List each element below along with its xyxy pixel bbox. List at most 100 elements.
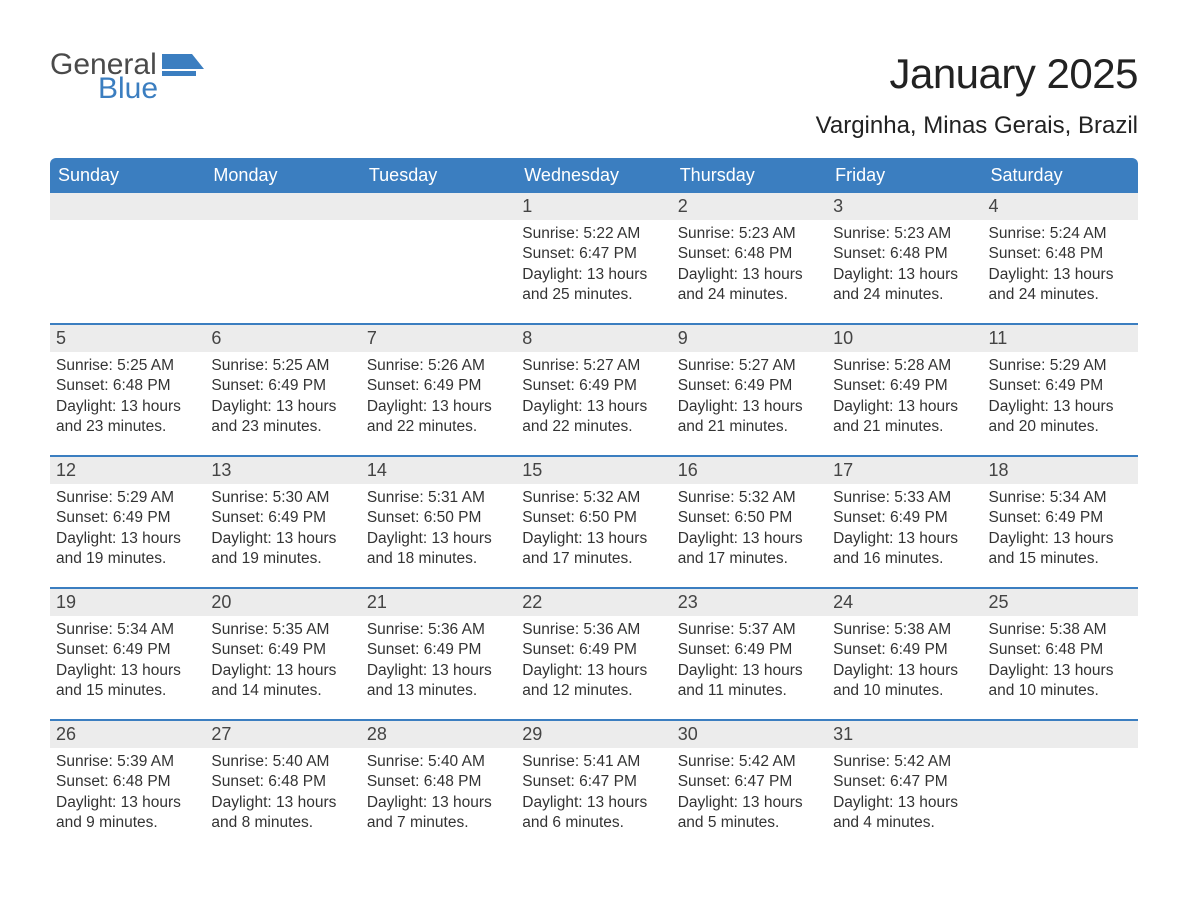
day-daylight2: and 5 minutes.	[678, 813, 821, 833]
day-daylight2: and 15 minutes.	[56, 681, 199, 701]
day-sunset: Sunset: 6:48 PM	[367, 772, 510, 792]
day-daylight1: Daylight: 13 hours	[367, 661, 510, 681]
title-block: January 2025 Varginha, Minas Gerais, Bra…	[816, 50, 1138, 140]
day-number-bar: 7	[361, 325, 516, 352]
day-sunrise: Sunrise: 5:25 AM	[56, 356, 199, 376]
day-number: 8	[522, 328, 532, 348]
day-sunrise: Sunrise: 5:33 AM	[833, 488, 976, 508]
day-daylight1: Daylight: 13 hours	[211, 793, 354, 813]
day-number: 16	[678, 460, 698, 480]
day-number: 12	[56, 460, 76, 480]
day-sunset: Sunset: 6:49 PM	[833, 640, 976, 660]
flag-icon	[162, 54, 204, 84]
day-cell: 9 Sunrise: 5:27 AMSunset: 6:49 PMDaylight…	[672, 325, 827, 455]
day-daylight2: and 23 minutes.	[56, 417, 199, 437]
day-cell	[50, 193, 205, 323]
day-body: Sunrise: 5:38 AMSunset: 6:49 PMDaylight:…	[827, 616, 982, 712]
day-sunrise: Sunrise: 5:24 AM	[989, 224, 1132, 244]
day-daylight2: and 24 minutes.	[989, 285, 1132, 305]
day-body: Sunrise: 5:27 AMSunset: 6:49 PMDaylight:…	[672, 352, 827, 448]
day-daylight1: Daylight: 13 hours	[989, 529, 1132, 549]
day-daylight2: and 15 minutes.	[989, 549, 1132, 569]
day-number: 3	[833, 196, 843, 216]
day-daylight1: Daylight: 13 hours	[522, 397, 665, 417]
day-cell: 13Sunrise: 5:30 AMSunset: 6:49 PMDayligh…	[205, 457, 360, 587]
day-number-bar: 31	[827, 721, 982, 748]
day-number: 9	[678, 328, 688, 348]
day-sunset: Sunset: 6:49 PM	[211, 376, 354, 396]
day-daylight2: and 6 minutes.	[522, 813, 665, 833]
day-cell: 7Sunrise: 5:26 AMSunset: 6:49 PMDaylight…	[361, 325, 516, 455]
day-sunset: Sunset: 6:49 PM	[989, 376, 1132, 396]
day-number-bar: 13	[205, 457, 360, 484]
day-daylight1: Daylight: 13 hours	[989, 265, 1132, 285]
day-number: 24	[833, 592, 853, 612]
day-cell: 2 Sunrise: 5:23 AMSunset: 6:48 PMDaylight…	[672, 193, 827, 323]
day-daylight2: and 22 minutes.	[367, 417, 510, 437]
day-body: Sunrise: 5:40 AMSunset: 6:48 PMDaylight:…	[361, 748, 516, 844]
day-sunrise: Sunrise: 5:32 AM	[678, 488, 821, 508]
day-cell: 1Sunrise: 5:22 AMSunset: 6:47 PMDaylight…	[516, 193, 671, 323]
logo-text-block: General Blue	[50, 50, 158, 104]
dow-thursday: Thursday	[672, 158, 827, 193]
day-number-bar: 1	[516, 193, 671, 220]
day-number: 29	[522, 724, 542, 744]
day-sunrise: Sunrise: 5:23 AM	[833, 224, 976, 244]
day-sunset: Sunset: 6:48 PM	[56, 376, 199, 396]
day-daylight2: and 20 minutes.	[989, 417, 1132, 437]
day-sunrise: Sunrise: 5:29 AM	[56, 488, 199, 508]
day-daylight1: Daylight: 13 hours	[833, 793, 976, 813]
day-cell: 25Sunrise: 5:38 AMSunset: 6:48 PMDayligh…	[983, 589, 1138, 719]
day-cell: 14Sunrise: 5:31 AMSunset: 6:50 PMDayligh…	[361, 457, 516, 587]
week-row: 1Sunrise: 5:22 AMSunset: 6:47 PMDaylight…	[50, 193, 1138, 323]
day-number: 22	[522, 592, 542, 612]
day-number-bar: 14	[361, 457, 516, 484]
day-number-bar	[50, 193, 205, 220]
day-daylight2: and 12 minutes.	[522, 681, 665, 701]
day-body: Sunrise: 5:25 AMSunset: 6:48 PMDaylight:…	[50, 352, 205, 448]
day-number: 27	[211, 724, 231, 744]
dow-saturday: Saturday	[983, 158, 1138, 193]
day-cell: 23Sunrise: 5:37 AMSunset: 6:49 PMDayligh…	[672, 589, 827, 719]
day-number-bar: 25	[983, 589, 1138, 616]
day-number-bar: 29	[516, 721, 671, 748]
day-body: Sunrise: 5:36 AMSunset: 6:49 PMDaylight:…	[361, 616, 516, 712]
day-cell	[983, 721, 1138, 851]
day-body: Sunrise: 5:39 AMSunset: 6:48 PMDaylight:…	[50, 748, 205, 844]
day-sunrise: Sunrise: 5:36 AM	[522, 620, 665, 640]
day-number: 6	[211, 328, 221, 348]
day-daylight1: Daylight: 13 hours	[989, 661, 1132, 681]
day-number: 2	[678, 196, 688, 216]
day-daylight2: and 24 minutes.	[678, 285, 821, 305]
day-daylight2: and 23 minutes.	[211, 417, 354, 437]
day-daylight1: Daylight: 13 hours	[833, 397, 976, 417]
day-cell	[361, 193, 516, 323]
day-sunset: Sunset: 6:47 PM	[678, 772, 821, 792]
day-cell	[205, 193, 360, 323]
day-number-bar: 2	[672, 193, 827, 220]
day-daylight2: and 13 minutes.	[367, 681, 510, 701]
day-cell: 19Sunrise: 5:34 AMSunset: 6:49 PMDayligh…	[50, 589, 205, 719]
day-daylight1: Daylight: 13 hours	[367, 793, 510, 813]
day-cell: 31Sunrise: 5:42 AMSunset: 6:47 PMDayligh…	[827, 721, 982, 851]
day-daylight1: Daylight: 13 hours	[56, 529, 199, 549]
day-sunset: Sunset: 6:49 PM	[211, 640, 354, 660]
day-daylight1: Daylight: 13 hours	[522, 529, 665, 549]
day-daylight2: and 22 minutes.	[522, 417, 665, 437]
day-daylight2: and 11 minutes.	[678, 681, 821, 701]
day-body: Sunrise: 5:24 AMSunset: 6:48 PMDaylight:…	[983, 220, 1138, 316]
day-daylight1: Daylight: 13 hours	[56, 397, 199, 417]
day-daylight2: and 10 minutes.	[833, 681, 976, 701]
day-sunrise: Sunrise: 5:34 AM	[989, 488, 1132, 508]
day-daylight1: Daylight: 13 hours	[678, 793, 821, 813]
day-body: Sunrise: 5:23 AMSunset: 6:48 PMDaylight:…	[672, 220, 827, 316]
day-number: 7	[367, 328, 377, 348]
day-number-bar: 30	[672, 721, 827, 748]
day-number-bar: 16	[672, 457, 827, 484]
day-cell: 27Sunrise: 5:40 AMSunset: 6:48 PMDayligh…	[205, 721, 360, 851]
day-cell: 6Sunrise: 5:25 AMSunset: 6:49 PMDaylight…	[205, 325, 360, 455]
day-sunrise: Sunrise: 5:38 AM	[989, 620, 1132, 640]
day-daylight1: Daylight: 13 hours	[833, 529, 976, 549]
logo: General Blue	[50, 50, 204, 104]
day-sunrise: Sunrise: 5:27 AM	[522, 356, 665, 376]
